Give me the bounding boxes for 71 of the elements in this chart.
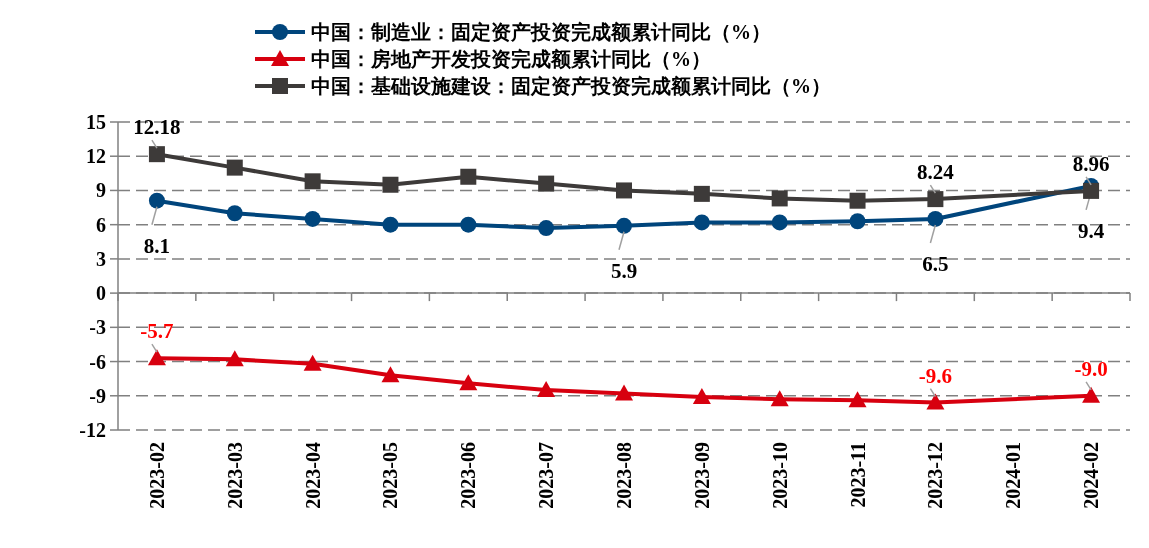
y-tick-label: 15 [86, 111, 106, 133]
data-label: -9.0 [1074, 356, 1108, 381]
x-tick-label: 2023-09 [690, 442, 713, 509]
point [849, 192, 866, 209]
point [771, 214, 788, 231]
x-tick-label: 2023-07 [535, 442, 558, 509]
y-tick-label: 0 [96, 282, 106, 305]
y-tick-label: 12 [86, 145, 106, 168]
x-tick-label: 2024-01 [1002, 442, 1025, 509]
point [771, 190, 788, 207]
point [616, 182, 632, 199]
point [538, 220, 555, 237]
point [460, 216, 477, 233]
point [693, 185, 710, 202]
y-tick-label: -6 [89, 350, 106, 373]
x-tick-label: 2023-12 [924, 442, 947, 509]
point [303, 354, 322, 371]
data-label: 8.24 [917, 160, 955, 185]
y-tick-label: 6 [96, 213, 106, 236]
data-label: 5.9 [610, 258, 638, 283]
data-label: 12.18 [133, 115, 181, 140]
point [148, 192, 165, 209]
legend-label: 中国：房地产开发投资完成额累计同比（%） [311, 48, 711, 70]
point [693, 214, 710, 231]
point [926, 393, 945, 410]
x-tick-label: 2024-02 [1080, 442, 1103, 509]
point [147, 349, 166, 366]
x-tick-label: 2023-06 [457, 442, 480, 509]
point [927, 191, 944, 208]
legend-label: 中国：基础设施建设：固定资产投资完成额累计同比（%） [311, 75, 831, 97]
point [382, 176, 399, 193]
point [1083, 182, 1100, 199]
y-tick-label: -12 [79, 419, 106, 441]
point [382, 216, 399, 233]
y-tick-label: 9 [96, 179, 106, 202]
x-tick-label: 2023-03 [223, 442, 246, 509]
data-label: 9.4 [1077, 218, 1105, 243]
point [225, 350, 244, 367]
point [460, 168, 477, 185]
legend-label: 中国：制造业：固定资产投资完成额累计同比（%） [311, 21, 771, 43]
point [459, 374, 478, 391]
data-label: 8.96 [1072, 151, 1110, 176]
point [538, 175, 555, 192]
point [537, 381, 556, 398]
y-tick-label: 3 [96, 247, 106, 270]
point [226, 205, 243, 222]
point [381, 366, 400, 383]
point [770, 390, 789, 407]
x-tick-label: 2023-08 [613, 442, 635, 509]
data-label: 8.1 [143, 233, 171, 258]
y-tick-label: -3 [89, 316, 106, 339]
data-label: -9.6 [918, 363, 953, 388]
y-tick-label: -9 [89, 384, 106, 407]
point [848, 391, 867, 408]
x-tick-label: 2023-11 [846, 442, 869, 508]
point [849, 213, 866, 230]
point [692, 387, 711, 404]
x-tick-label: 2023-04 [301, 442, 324, 509]
point [304, 210, 321, 227]
point [148, 146, 165, 163]
point [304, 173, 321, 190]
point [226, 159, 243, 176]
point [1082, 386, 1101, 403]
point [927, 210, 944, 227]
data-label: 6.5 [922, 251, 949, 276]
x-tick-label: 2023-10 [768, 442, 791, 509]
x-tick-label: 2023-02 [145, 442, 168, 509]
data-label: -5.7 [140, 319, 174, 344]
x-tick-label: 2023-05 [379, 442, 402, 509]
point [615, 384, 633, 401]
point [616, 217, 632, 234]
